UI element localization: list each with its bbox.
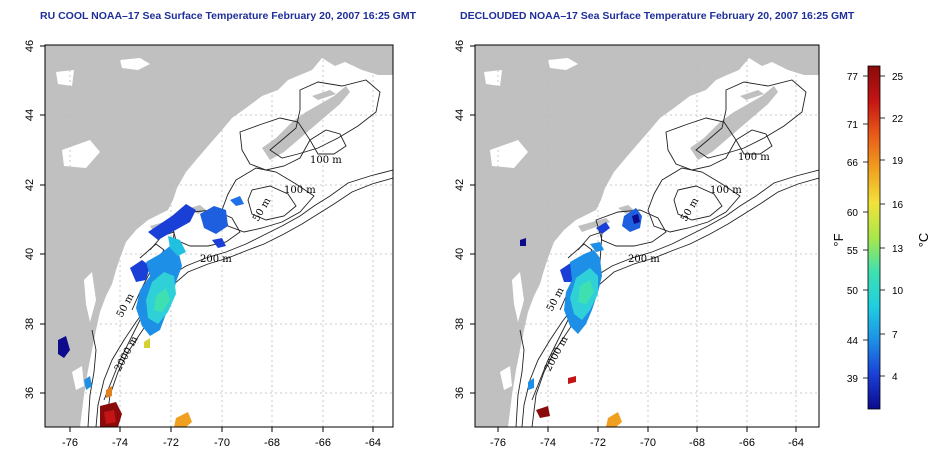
right-lon-tick: -68 bbox=[689, 437, 705, 449]
right-lat-tick: 46 bbox=[454, 40, 466, 52]
bathymetry-contours bbox=[515, 79, 819, 427]
left-lon-tick: -70 bbox=[214, 437, 230, 449]
right-lat-tick: 40 bbox=[454, 248, 466, 260]
left-map-frame bbox=[44, 44, 394, 428]
celsius-tick: 10 bbox=[892, 286, 904, 297]
contour-label-50m-b: 50 m bbox=[545, 285, 567, 313]
fahrenheit-tick: 55 bbox=[847, 246, 859, 257]
left-lon-tick: -68 bbox=[264, 437, 280, 449]
nova-scotia bbox=[262, 86, 350, 160]
right-lat-tick: 36 bbox=[454, 387, 466, 399]
left-map-title: RU COOL NOAA–17 Sea Surface Temperature … bbox=[40, 10, 417, 22]
celsius-tick: 7 bbox=[892, 330, 898, 341]
right-lon-tick: -74 bbox=[540, 437, 556, 449]
right-lon-tick: -76 bbox=[490, 437, 506, 449]
nova-scotia bbox=[690, 86, 778, 160]
left-lat-tick: 46 bbox=[24, 40, 36, 52]
left-map-panel: 100 m 100 m 50 m 200 m 50 m 2000 m bbox=[24, 40, 394, 449]
contour-label-50m-b: 50 m bbox=[115, 291, 137, 319]
colorbar: 77 71 66 60 55 50 44 39 25 22 19 16 13 1… bbox=[831, 65, 931, 410]
contour-label-2000m: 2000 m bbox=[543, 334, 571, 373]
left-lon-tick: -72 bbox=[163, 437, 179, 449]
contour-label-100m: 100 m bbox=[738, 152, 770, 163]
fahrenheit-tick: 60 bbox=[847, 208, 859, 219]
fahrenheit-tick: 44 bbox=[847, 336, 859, 347]
right-map-frame bbox=[474, 44, 820, 428]
left-lat-tick: 38 bbox=[24, 318, 36, 330]
contour-label-2000m: 2000 m bbox=[113, 334, 141, 373]
fahrenheit-tick: 50 bbox=[847, 286, 859, 297]
sst-patches bbox=[520, 208, 642, 427]
left-lat-tick: 40 bbox=[24, 248, 36, 260]
right-lon-tick: -66 bbox=[739, 437, 755, 449]
right-lat-tick: 42 bbox=[454, 179, 466, 191]
fahrenheit-tick: 71 bbox=[847, 120, 859, 131]
celsius-unit-label: °C bbox=[916, 233, 931, 248]
contour-label-50m: 50 m bbox=[679, 196, 701, 224]
celsius-tick: 4 bbox=[892, 372, 898, 383]
right-map-title: DECLOUDED NOAA–17 Sea Surface Temperatur… bbox=[460, 10, 855, 22]
right-lon-tick: -72 bbox=[590, 437, 606, 449]
contour-label-200m: 200 m bbox=[200, 254, 232, 265]
land-mass bbox=[475, 45, 819, 427]
contour-label-100m-b: 100 m bbox=[710, 185, 742, 196]
left-lon-tick: -66 bbox=[315, 437, 331, 449]
left-lat-tick: 36 bbox=[24, 387, 36, 399]
right-lat-tick: 44 bbox=[454, 109, 466, 121]
right-lon-tick: -70 bbox=[640, 437, 656, 449]
right-map-panel: 100 m 100 m 50 m 200 m 50 m 2000 m bbox=[454, 40, 820, 449]
right-lat-tick: 38 bbox=[454, 318, 466, 330]
celsius-tick: 13 bbox=[892, 244, 904, 255]
sst-patches bbox=[58, 196, 244, 427]
celsius-tick: 22 bbox=[892, 114, 904, 125]
left-lat-tick: 42 bbox=[24, 179, 36, 191]
left-lon-tick: -76 bbox=[62, 437, 78, 449]
colorbar-gradient bbox=[867, 65, 881, 410]
left-lat-tick: 44 bbox=[24, 109, 36, 121]
fahrenheit-tick: 39 bbox=[847, 374, 859, 385]
left-lon-tick: -64 bbox=[365, 437, 381, 449]
celsius-tick: 19 bbox=[892, 156, 904, 167]
contour-label-100m-b: 100 m bbox=[284, 185, 316, 196]
right-lon-tick: -64 bbox=[788, 437, 804, 449]
celsius-tick: 25 bbox=[892, 72, 904, 83]
contour-label-100m: 100 m bbox=[310, 155, 342, 166]
celsius-tick: 16 bbox=[892, 200, 904, 211]
left-lon-tick: -74 bbox=[112, 437, 128, 449]
land-mass bbox=[45, 45, 393, 427]
fahrenheit-tick: 66 bbox=[847, 158, 859, 169]
fahrenheit-tick: 77 bbox=[847, 72, 859, 83]
contour-label-200m: 200 m bbox=[628, 254, 660, 265]
fahrenheit-unit-label: °F bbox=[831, 233, 846, 246]
